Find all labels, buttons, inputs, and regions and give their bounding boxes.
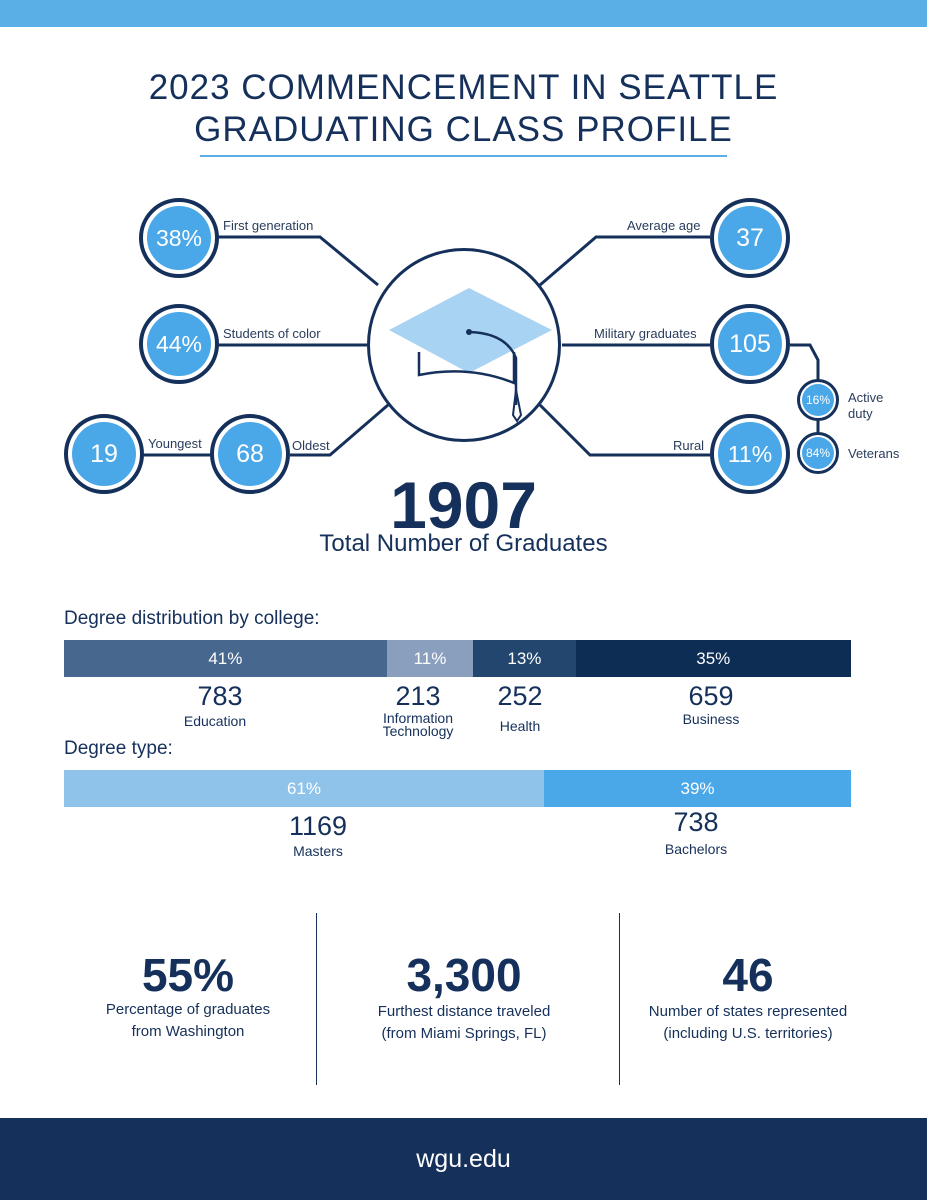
oldest-label: Oldest <box>292 438 330 453</box>
degree-type-heading: Degree type: <box>64 738 173 759</box>
stat-value: 68 <box>218 422 282 486</box>
segment-business: 35% <box>575 640 851 677</box>
college-distribution-heading: Degree distribution by college: <box>64 608 320 629</box>
center-emblem <box>367 248 561 442</box>
first-generation-stat: 38% <box>139 198 219 278</box>
stat-value: 19 <box>72 422 136 486</box>
business-label: Business <box>682 711 740 727</box>
states-represented-caption-line1: Number of states represented <box>648 1003 848 1020</box>
average-age-label: Average age <box>627 218 701 233</box>
segment-information-technology: 11% <box>386 640 474 677</box>
business-count: 659 <box>688 681 734 711</box>
page-title-line1: 2023 COMMENCEMENT IN SEATTLE <box>148 68 779 107</box>
states-represented-value: 46 <box>722 949 774 1001</box>
states-represented-caption-line2: (including U.S. territories) <box>663 1025 833 1042</box>
graduation-cap-icon <box>389 288 552 423</box>
education-count: 783 <box>197 681 243 711</box>
youngest-stat: 19 <box>64 414 144 494</box>
stat-value: 37 <box>718 206 782 270</box>
masters-label: Masters <box>293 843 343 859</box>
stat-value: 11% <box>718 422 782 486</box>
rural-label: Rural <box>673 438 705 453</box>
students-of-color-stat: 44% <box>139 304 219 384</box>
it-count: 213 <box>395 681 441 711</box>
health-label: Health <box>499 718 541 734</box>
active-duty-stat: 16% <box>797 379 839 421</box>
veterans-label: Veterans <box>848 446 900 461</box>
health-count: 252 <box>497 681 543 711</box>
education-label: Education <box>183 713 247 729</box>
it-label-line2: Technology <box>382 723 454 739</box>
title-divider <box>200 155 727 157</box>
youngest-label: Youngest <box>148 436 202 451</box>
first-generation-label: First generation <box>223 218 314 233</box>
stat-value: 105 <box>718 312 782 376</box>
total-graduates-value: 1907 <box>390 468 537 542</box>
stats-divider <box>619 913 620 1085</box>
degree-type-bar: 61% 39% <box>64 770 851 807</box>
bachelors-count: 738 <box>673 807 719 837</box>
footer-url-link[interactable]: wgu.edu <box>416 1144 511 1173</box>
masters-count: 1169 <box>288 811 348 841</box>
washington-percent-caption-line1: Percentage of graduates <box>105 1001 271 1018</box>
stat-value: 44% <box>147 312 211 376</box>
students-of-color-label: Students of color <box>223 326 321 341</box>
top-accent-bar <box>0 0 927 27</box>
college-distribution-bar: 41% 11% 13% 35% <box>64 640 851 677</box>
oldest-stat: 68 <box>210 414 290 494</box>
segment-education: 41% <box>64 640 387 677</box>
average-age-stat: 37 <box>710 198 790 278</box>
rural-stat: 11% <box>710 414 790 494</box>
furthest-distance-value: 3,300 <box>406 949 522 1001</box>
footer: wgu.edu <box>0 1118 927 1200</box>
military-graduates-stat: 105 <box>710 304 790 384</box>
total-graduates-label: Total Number of Graduates <box>319 530 608 557</box>
veterans-stat: 84% <box>797 432 839 474</box>
active-duty-label: Active duty <box>848 390 884 421</box>
segment-health: 13% <box>473 640 576 677</box>
washington-percent-caption-line2: from Washington <box>131 1023 245 1040</box>
furthest-distance-caption-line1: Furthest distance traveled <box>377 1003 551 1020</box>
it-label-line1: Information <box>382 710 454 726</box>
washington-percent-value: 55% <box>141 949 235 1001</box>
furthest-distance-caption-line2: (from Miami Springs, FL) <box>381 1025 547 1042</box>
stat-value: 38% <box>147 206 211 270</box>
stats-divider <box>316 913 317 1085</box>
segment-bachelors: 39% <box>544 770 851 807</box>
bachelors-label: Bachelors <box>664 841 728 857</box>
stat-value: 16% <box>802 384 834 416</box>
segment-masters: 61% <box>64 770 545 807</box>
page-title-line2: GRADUATING CLASS PROFILE <box>194 110 733 149</box>
stat-value: 84% <box>802 437 834 469</box>
military-graduates-label: Military graduates <box>594 326 697 341</box>
